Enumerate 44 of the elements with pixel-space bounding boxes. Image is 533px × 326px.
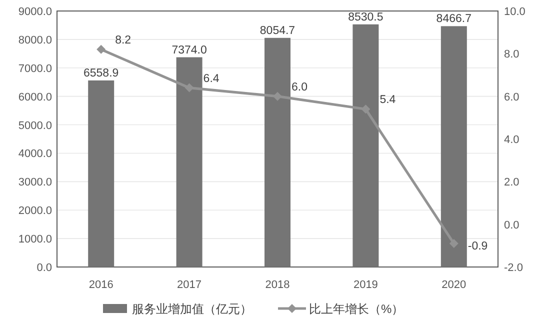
point (96, 44, 106, 54)
point (361, 104, 370, 114)
y2-tick-label: -2.0 (504, 262, 523, 274)
y2-tick-label: 0.0 (504, 219, 520, 232)
x-tick-label: 2019 (353, 279, 378, 291)
y-tick-label: 1000.0 (18, 234, 52, 246)
data-label: 7374.0 (172, 44, 207, 56)
x-tick-label: 2016 (88, 279, 114, 291)
point (449, 239, 458, 248)
y-tick-label: 0.0 (36, 262, 52, 274)
bar (176, 57, 202, 267)
y-tick-label: 9000.0 (18, 6, 52, 18)
data-label: 6558.9 (84, 67, 119, 80)
y-tick-label: 2000.0 (18, 205, 52, 218)
data-label: 6.0 (292, 81, 308, 94)
data-label: 5.4 (380, 94, 396, 106)
y-tick-label: 7000.0 (18, 62, 52, 75)
y2-tick-label: 8.0 (504, 48, 520, 61)
data-label: 8530.5 (348, 11, 384, 24)
bar (88, 80, 114, 267)
point (273, 92, 282, 101)
x-tick-label: 2018 (265, 279, 290, 291)
x-tick-label: 2020 (442, 279, 466, 291)
legend-label: 比上年增长（%） (309, 302, 404, 316)
y-tick-label: 6000.0 (18, 91, 52, 104)
y-tick-label: 8000.0 (18, 34, 52, 46)
y-tick-label: 5000.0 (18, 120, 52, 132)
y2-tick-label: 10.0 (504, 6, 526, 18)
bar (440, 26, 467, 267)
y-tick-label: 4000.0 (18, 148, 52, 160)
y2-tick-label: 2.0 (504, 176, 520, 189)
data-label: 8466.7 (436, 13, 472, 26)
y2-tick-label: 6.0 (504, 91, 520, 104)
point (184, 83, 194, 92)
x-tick-label: 2017 (177, 279, 202, 291)
data-label: 8054.7 (260, 24, 296, 37)
data-label: 6.4 (203, 72, 220, 85)
legend-label: 服务业增加值（亿元） (132, 302, 252, 316)
y-tick-label: 3000.0 (18, 176, 52, 189)
bar (352, 24, 379, 267)
data-label: -0.9 (468, 240, 488, 253)
y2-tick-label: 4.0 (504, 134, 520, 146)
bar (264, 38, 290, 267)
data-label: 8.2 (115, 34, 132, 46)
